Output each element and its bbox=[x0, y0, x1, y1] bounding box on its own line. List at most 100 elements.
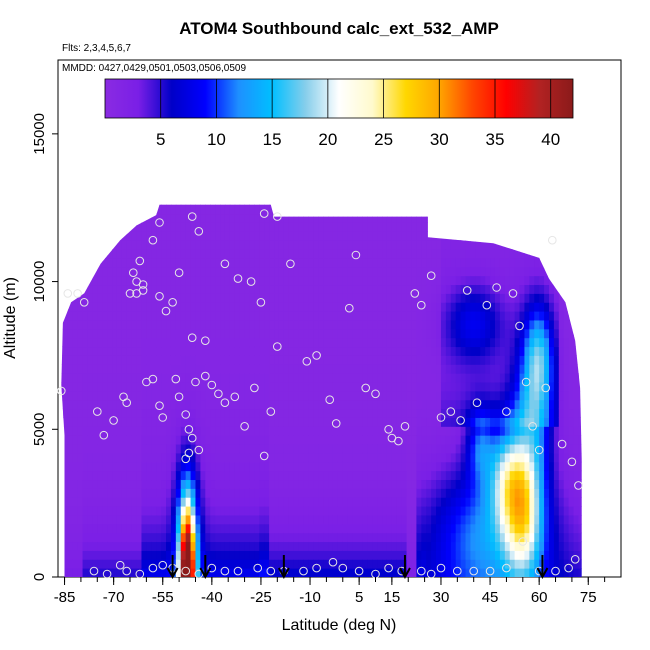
heatmap-cell bbox=[151, 275, 157, 286]
heatmap-cell bbox=[431, 417, 437, 427]
heatmap-cell bbox=[107, 311, 113, 321]
heatmap-cell bbox=[421, 488, 427, 498]
heatmap-cell bbox=[190, 311, 196, 321]
heatmap-cell bbox=[62, 373, 69, 383]
heatmap-cell bbox=[386, 337, 393, 348]
heatmap-cell bbox=[131, 240, 138, 250]
heatmap-cell bbox=[499, 399, 506, 410]
heatmap-cell bbox=[205, 204, 211, 206]
heatmap-cell bbox=[278, 311, 285, 321]
heatmap-cell bbox=[347, 417, 354, 427]
heatmap-cell bbox=[215, 523, 221, 534]
heatmap-cell bbox=[499, 426, 506, 436]
heatmap-cell bbox=[166, 364, 172, 374]
heatmap-cell bbox=[166, 284, 172, 294]
heatmap-cell bbox=[195, 373, 201, 383]
heatmap-cell bbox=[367, 293, 373, 303]
heatmap-cell bbox=[455, 523, 462, 534]
sample-marker bbox=[168, 298, 177, 307]
heatmap-cell bbox=[298, 399, 304, 410]
heatmap-cell bbox=[254, 319, 260, 330]
heatmap-cell bbox=[411, 364, 417, 374]
heatmap-cell bbox=[136, 240, 142, 250]
heatmap-cell bbox=[166, 346, 172, 356]
heatmap-cell bbox=[460, 311, 467, 321]
heatmap-cell bbox=[269, 319, 275, 330]
heatmap-cell bbox=[234, 346, 241, 356]
heatmap-cell bbox=[146, 390, 152, 401]
heatmap-cell bbox=[485, 408, 491, 418]
heatmap-cell bbox=[421, 240, 427, 250]
heatmap-cell bbox=[254, 337, 260, 348]
heatmap-cell bbox=[328, 444, 334, 454]
heatmap-cell bbox=[67, 550, 74, 560]
heatmap-cell bbox=[136, 461, 142, 472]
heatmap-cell bbox=[215, 461, 221, 472]
heatmap-cell bbox=[67, 373, 74, 383]
heatmap-cell bbox=[544, 461, 550, 472]
heatmap-cell bbox=[107, 399, 113, 410]
heatmap-cell bbox=[455, 470, 462, 481]
heatmap-cell bbox=[382, 337, 388, 348]
heatmap-cell bbox=[411, 470, 417, 481]
sample-marker bbox=[492, 283, 501, 292]
heatmap-cell bbox=[185, 532, 192, 543]
heatmap-cell bbox=[215, 337, 221, 348]
heatmap-cell bbox=[102, 514, 108, 525]
heatmap-cell bbox=[215, 213, 221, 223]
heatmap-cell bbox=[563, 568, 570, 578]
heatmap-cell bbox=[372, 328, 378, 339]
heatmap-cell bbox=[131, 408, 138, 418]
heatmap-cell bbox=[553, 337, 560, 348]
heatmap-cell bbox=[445, 390, 452, 401]
heatmap-cell bbox=[283, 559, 290, 569]
heatmap-cell bbox=[151, 213, 157, 223]
heatmap-cell bbox=[318, 328, 324, 339]
heatmap-cell bbox=[92, 284, 98, 294]
heatmap-cell bbox=[529, 266, 535, 277]
heatmap-cell bbox=[450, 479, 457, 489]
heatmap-cell bbox=[494, 382, 501, 392]
heatmap-cell bbox=[342, 213, 349, 223]
heatmap-cell bbox=[480, 514, 486, 525]
heatmap-cell bbox=[440, 523, 447, 534]
heatmap-cell bbox=[504, 364, 511, 374]
heatmap-cell bbox=[180, 408, 187, 418]
heatmap-cell bbox=[77, 479, 84, 489]
heatmap-cell bbox=[92, 426, 98, 436]
heatmap-cell bbox=[494, 514, 501, 525]
heatmap-cell bbox=[426, 364, 432, 374]
heatmap-cell bbox=[229, 382, 236, 392]
heatmap-cell bbox=[573, 568, 579, 578]
heatmap-cell bbox=[175, 293, 182, 303]
heatmap-cell bbox=[563, 523, 570, 534]
heatmap-cell bbox=[504, 444, 511, 454]
heatmap-cell bbox=[411, 435, 417, 445]
heatmap-cell bbox=[210, 568, 216, 578]
heatmap-cell bbox=[475, 550, 481, 560]
heatmap-cell bbox=[367, 382, 373, 392]
heatmap-cell bbox=[470, 319, 476, 330]
heatmap-cell bbox=[347, 532, 354, 543]
heatmap-cell bbox=[205, 470, 211, 481]
heatmap-cell bbox=[180, 532, 187, 543]
heatmap-cell bbox=[254, 452, 260, 463]
heatmap-cell bbox=[141, 523, 147, 534]
heatmap-cell bbox=[298, 506, 304, 516]
heatmap-cell bbox=[229, 532, 236, 543]
heatmap-cell bbox=[259, 461, 265, 472]
heatmap-cell bbox=[239, 479, 246, 489]
heatmap-cell bbox=[436, 470, 442, 481]
heatmap-cell bbox=[352, 506, 358, 516]
heatmap-cell bbox=[391, 559, 398, 569]
heatmap-cell bbox=[519, 488, 525, 498]
heatmap-cell bbox=[460, 461, 467, 472]
heatmap-cell bbox=[509, 346, 516, 356]
heatmap-cell bbox=[328, 319, 334, 330]
sample-marker bbox=[135, 256, 145, 266]
heatmap-cell bbox=[136, 479, 142, 489]
heatmap-cell bbox=[269, 293, 275, 303]
heatmap-cell bbox=[514, 284, 521, 294]
heatmap-cell bbox=[328, 346, 334, 356]
heatmap-cell bbox=[77, 417, 84, 427]
